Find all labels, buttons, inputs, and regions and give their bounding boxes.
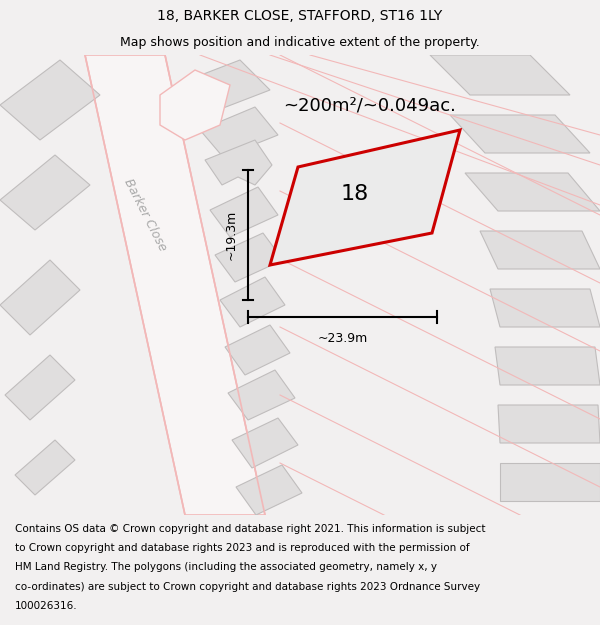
Polygon shape [15,440,75,495]
Polygon shape [0,60,100,140]
Text: 18: 18 [341,184,369,204]
Polygon shape [430,55,570,95]
Polygon shape [480,231,600,269]
Polygon shape [5,355,75,420]
Text: Barker Close: Barker Close [121,177,169,253]
Polygon shape [500,463,600,501]
Polygon shape [232,418,298,468]
Polygon shape [0,155,90,230]
Text: ~200m²/~0.049ac.: ~200m²/~0.049ac. [284,96,457,114]
Text: 18, BARKER CLOSE, STAFFORD, ST16 1LY: 18, BARKER CLOSE, STAFFORD, ST16 1LY [157,9,443,24]
Polygon shape [490,289,600,327]
Polygon shape [205,140,272,185]
Text: Contains OS data © Crown copyright and database right 2021. This information is : Contains OS data © Crown copyright and d… [15,524,485,534]
Polygon shape [0,260,80,335]
Polygon shape [465,173,600,211]
Text: co-ordinates) are subject to Crown copyright and database rights 2023 Ordnance S: co-ordinates) are subject to Crown copyr… [15,581,480,591]
Polygon shape [228,370,295,420]
Text: ~19.3m: ~19.3m [224,210,238,260]
Polygon shape [236,465,302,515]
Text: HM Land Registry. The polygons (including the associated geometry, namely x, y: HM Land Registry. The polygons (includin… [15,562,437,572]
Polygon shape [270,130,460,265]
Text: ~23.9m: ~23.9m [317,332,368,346]
Polygon shape [210,187,278,237]
Polygon shape [215,233,283,282]
Polygon shape [85,55,265,515]
Polygon shape [498,405,600,443]
Polygon shape [175,60,270,115]
Polygon shape [200,107,278,157]
Text: Map shows position and indicative extent of the property.: Map shows position and indicative extent… [120,36,480,49]
Polygon shape [225,325,290,375]
Text: 100026316.: 100026316. [15,601,77,611]
Polygon shape [220,277,285,327]
Polygon shape [160,70,230,140]
Text: to Crown copyright and database rights 2023 and is reproduced with the permissio: to Crown copyright and database rights 2… [15,543,470,553]
Polygon shape [495,347,600,385]
Polygon shape [450,115,590,153]
